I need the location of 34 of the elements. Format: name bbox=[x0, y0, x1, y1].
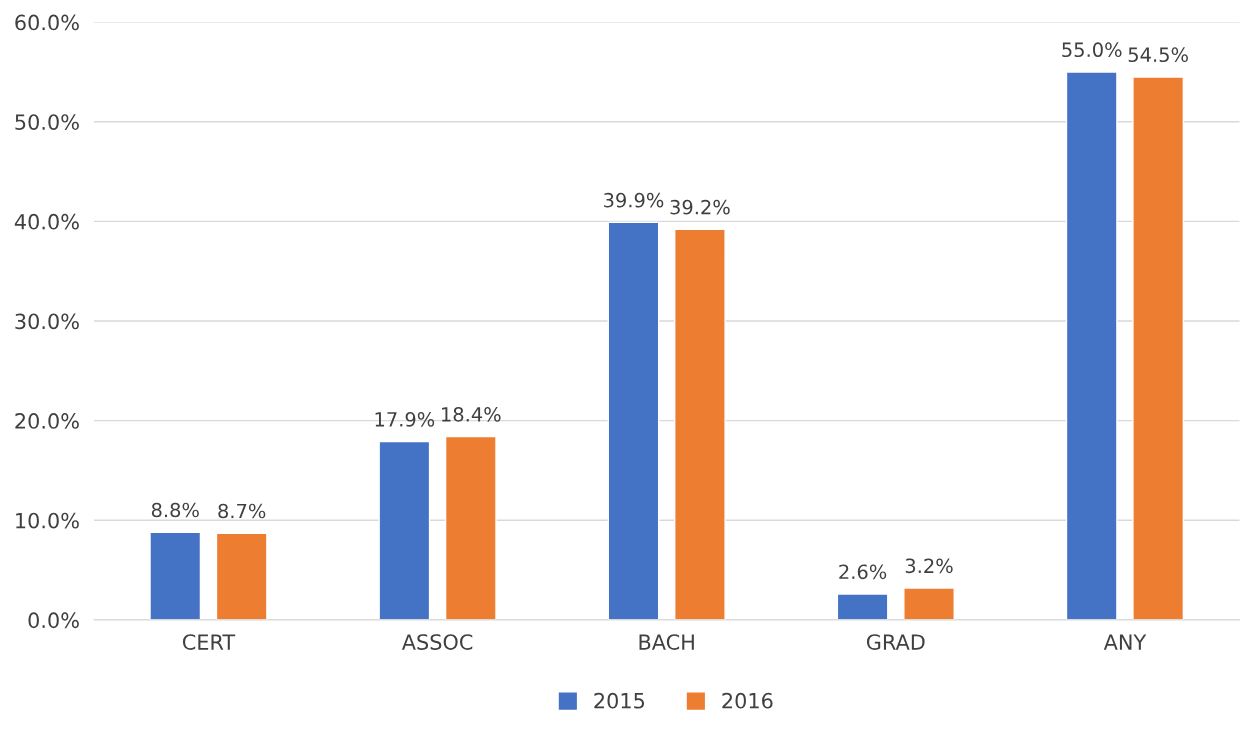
data-label: 3.2% bbox=[905, 558, 953, 574]
x-tick-label: ASSOC bbox=[401, 634, 473, 650]
y-tick-label: 20.0% bbox=[15, 413, 79, 429]
bar bbox=[836, 593, 889, 620]
bar bbox=[149, 531, 202, 620]
legend-label: 2016 bbox=[722, 692, 773, 709]
data-label: 39.9% bbox=[604, 192, 664, 208]
data-label: 54.5% bbox=[1128, 47, 1188, 63]
y-tick-label: 50.0% bbox=[15, 114, 79, 130]
data-label: 18.4% bbox=[442, 407, 501, 422]
y-tick-label: 30.0% bbox=[15, 313, 79, 330]
bar bbox=[215, 532, 268, 620]
bar bbox=[674, 228, 726, 620]
bar bbox=[1065, 71, 1118, 620]
bar bbox=[607, 221, 660, 620]
x-tick-label: GRAD bbox=[866, 634, 925, 650]
y-tick-label: 10.0% bbox=[16, 512, 79, 529]
bar bbox=[378, 440, 431, 620]
x-tick-label: CERT bbox=[182, 634, 236, 650]
x-tick-label: BACH bbox=[639, 634, 694, 650]
bar bbox=[903, 587, 955, 620]
data-label: 17.9% bbox=[375, 412, 435, 427]
y-tick-label: 0.0% bbox=[28, 612, 79, 629]
bar bbox=[444, 435, 497, 620]
y-tick-label: 60.0% bbox=[15, 14, 79, 31]
data-label: 39.2% bbox=[670, 199, 730, 215]
legend-label: 2015 bbox=[594, 692, 645, 709]
data-label: 2.6% bbox=[839, 564, 887, 580]
data-label: 8.7% bbox=[218, 503, 266, 519]
data-label: 55.0% bbox=[1062, 42, 1122, 58]
bar bbox=[1132, 76, 1185, 620]
data-label: 8.8% bbox=[151, 502, 199, 518]
y-tick-label: 40.0% bbox=[14, 213, 79, 230]
x-tick-label: ANY bbox=[1103, 634, 1147, 650]
